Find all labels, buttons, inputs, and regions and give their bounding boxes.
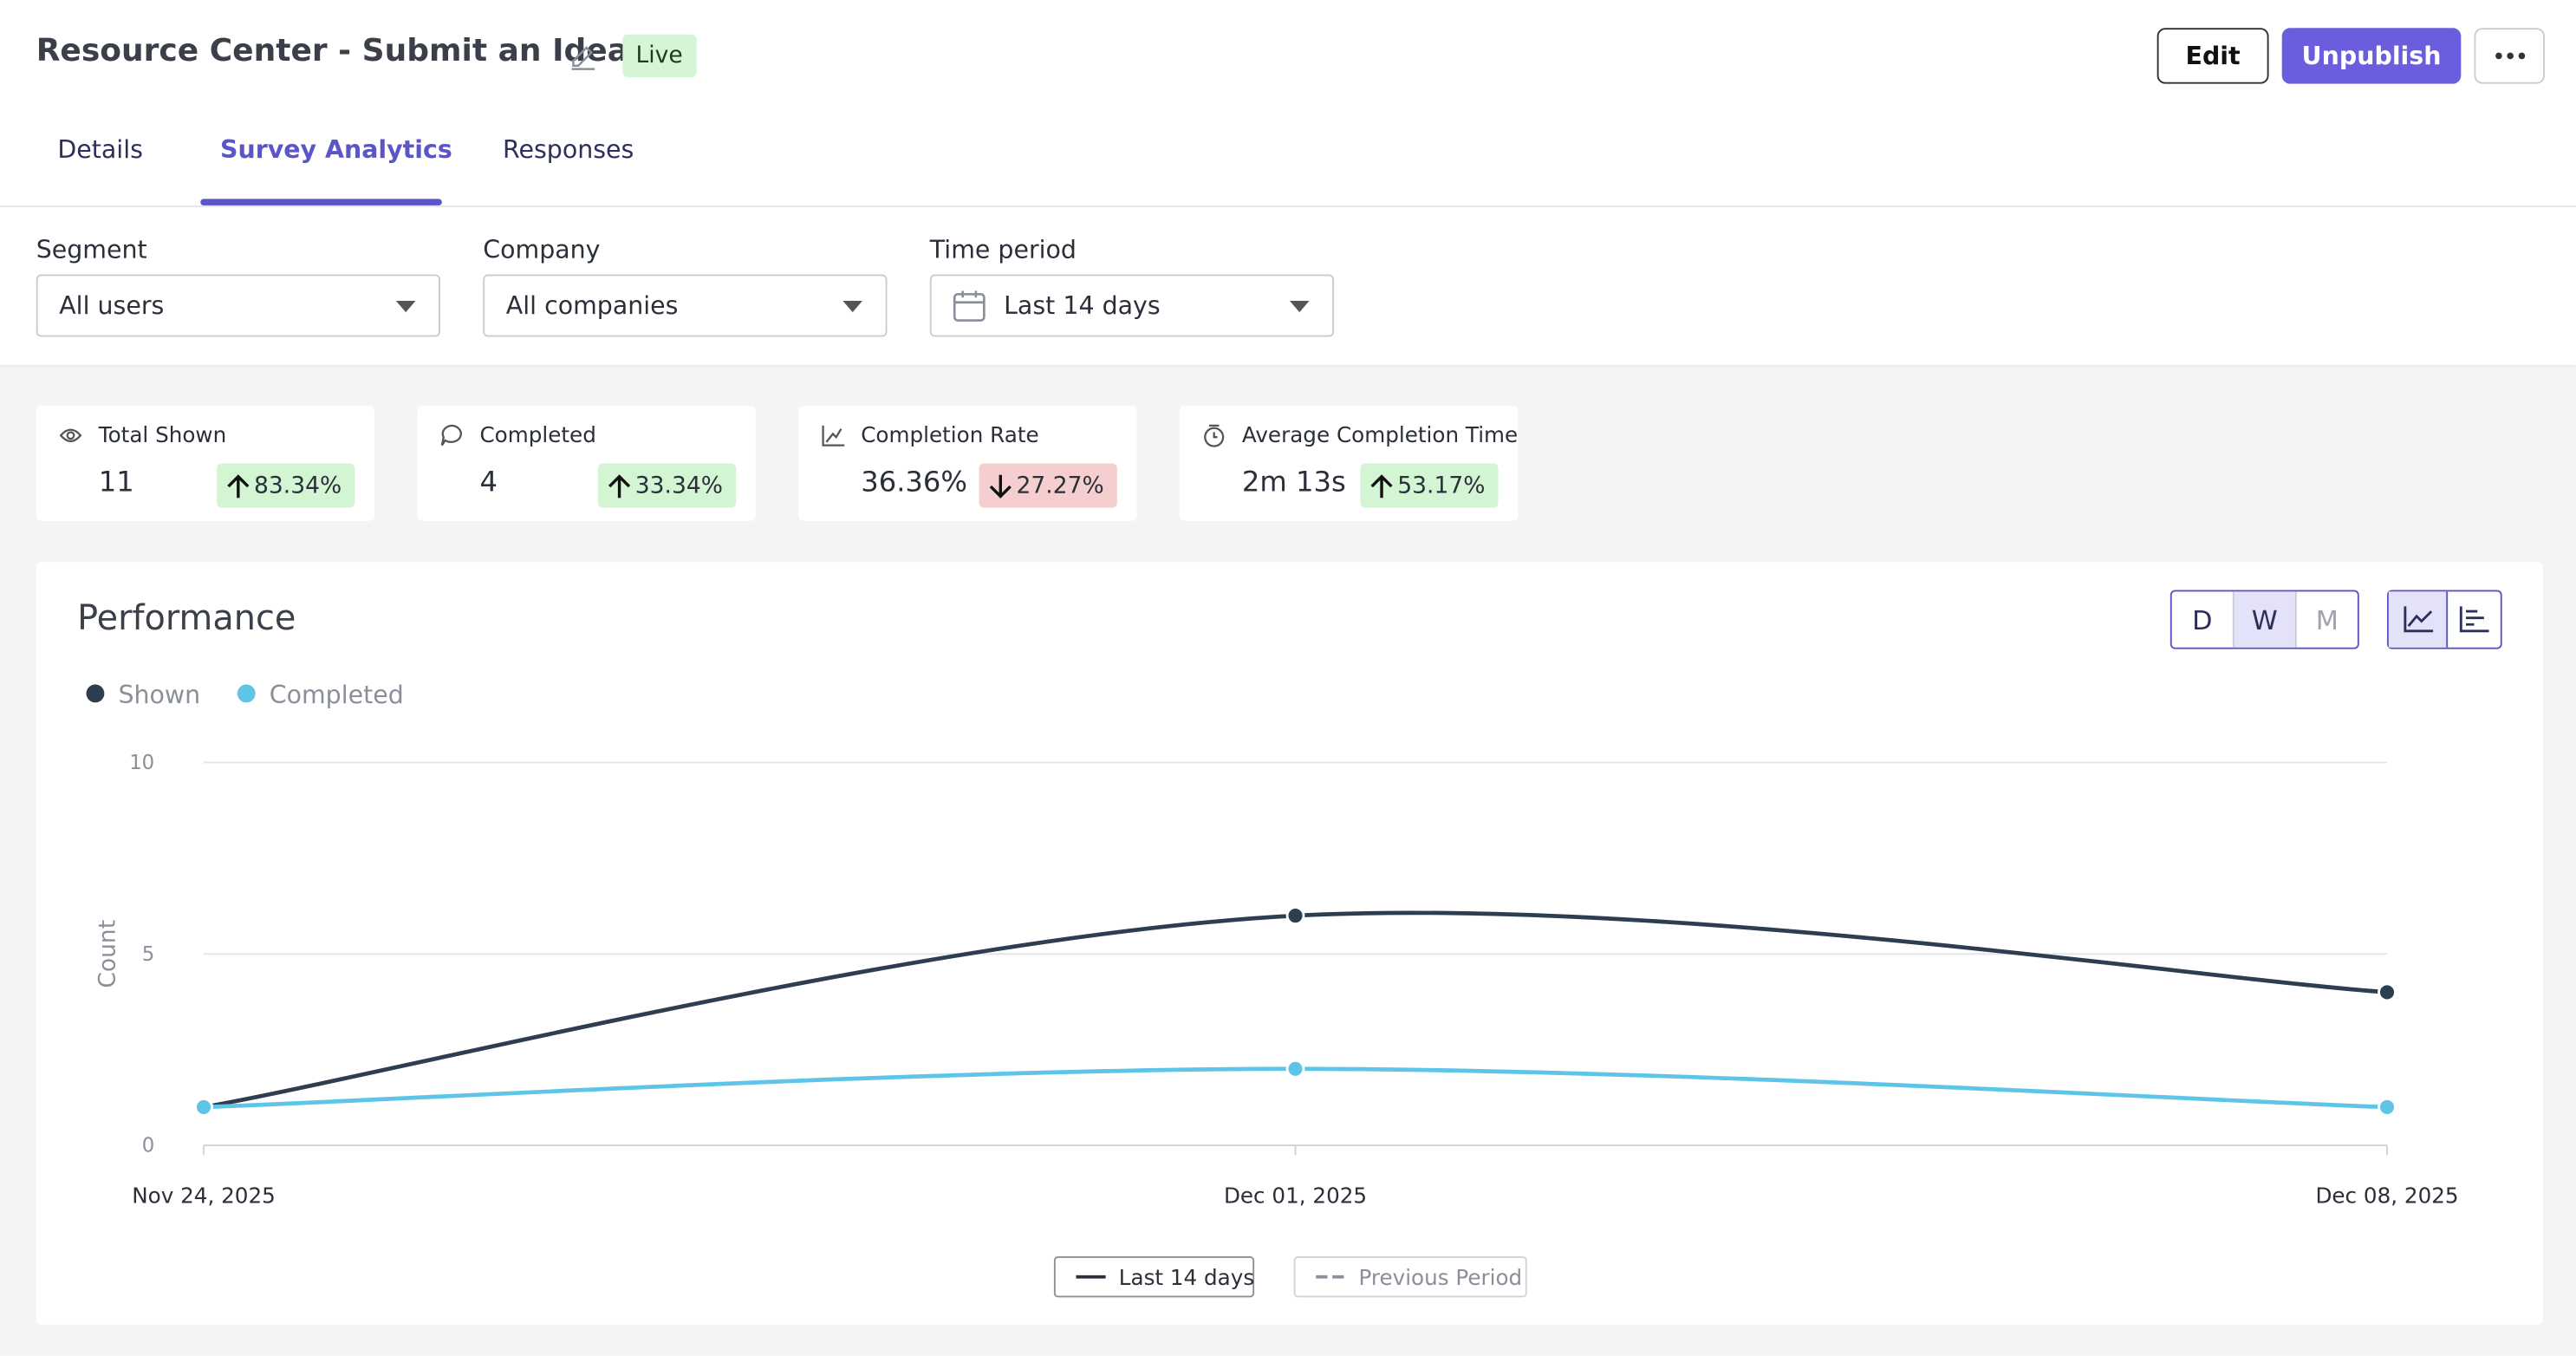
tab-indicator: [200, 199, 442, 205]
legend-dot: [86, 684, 105, 703]
y-tick-label: 5: [142, 943, 154, 966]
arrow-up: [608, 473, 630, 498]
dropdown-caret: [842, 300, 863, 313]
stat-card: Total Shown 11 83.34%: [36, 406, 375, 521]
dropdown-caret: [395, 300, 416, 313]
stat-label: Average Completion Time: [1241, 424, 1519, 449]
stat-change: 83.34%: [216, 463, 355, 508]
unpublish-button[interactable]: Unpublish: [2281, 28, 2462, 84]
filter-value: All users: [59, 290, 165, 321]
status-badge: Live: [622, 34, 696, 78]
more-icon: [2495, 52, 2525, 60]
data-point: [2378, 982, 2397, 1002]
stat-card: Average Completion Time 2m 13s 53.17%: [1179, 406, 1519, 521]
data-point: [1285, 906, 1305, 926]
filter-select[interactable]: All companies: [483, 274, 888, 337]
stat-change-value: 33.34%: [634, 472, 723, 499]
stat-icon: [440, 424, 462, 447]
more-button[interactable]: [2474, 28, 2545, 84]
bar-chart-button[interactable]: [2448, 591, 2501, 647]
filter-label: Company: [483, 235, 601, 265]
tab[interactable]: Details: [57, 134, 143, 165]
period-legend-label: Last 14 days: [1119, 1265, 1254, 1290]
data-point: [1285, 1059, 1305, 1079]
stat-card: Completed 4 33.34%: [417, 406, 756, 521]
arrow-up: [226, 473, 249, 498]
filter-value: Last 14 days: [1004, 290, 1161, 321]
filter-label: Time period: [929, 235, 1077, 265]
stat-change-value: 53.17%: [1397, 472, 1486, 499]
y-tick-label: 10: [129, 752, 154, 774]
tab[interactable]: Survey Analytics: [219, 134, 452, 165]
stat-value: 36.36%: [861, 466, 968, 500]
stat-icon: [822, 425, 845, 447]
y-tick-label: 0: [142, 1135, 154, 1157]
legend-dot: [237, 684, 256, 703]
stat-icon: [59, 428, 82, 443]
filter-select[interactable]: Last 14 days: [929, 274, 1335, 337]
stat-card: Completion Rate 36.36% 27.27%: [798, 406, 1137, 521]
x-tick-label: Nov 24, 2025: [132, 1183, 276, 1208]
x-tick-label: Dec 08, 2025: [2315, 1183, 2458, 1208]
chart-title: Performance: [77, 597, 296, 638]
stat-value: 4: [479, 466, 498, 500]
stat-icon: [1204, 424, 1225, 447]
period-legend-box: [1293, 1256, 1527, 1298]
granularity-button[interactable]: D: [2192, 603, 2213, 636]
chart-card: [36, 562, 2544, 1325]
edit-button[interactable]: Edit: [2156, 28, 2269, 84]
filter-label: Segment: [36, 235, 147, 265]
dropdown-caret: [1289, 300, 1310, 313]
stat-label: Total Shown: [98, 424, 227, 449]
period-legend-box: [1053, 1256, 1255, 1298]
data-point: [194, 1098, 213, 1117]
granularity-button[interactable]: W: [2232, 591, 2295, 648]
tab[interactable]: Responses: [502, 134, 634, 165]
stat-change: 53.17%: [1359, 463, 1499, 508]
tab-divider: [0, 205, 2576, 207]
stat-label: Completion Rate: [861, 424, 1039, 449]
page-title: Resource Center - Submit an Idea: [36, 32, 629, 69]
header-panel: [0, 0, 2576, 365]
chart-type-toggle: [2387, 590, 2502, 649]
stat-value: 2m 13s: [1241, 466, 1346, 500]
bar-icon: [2459, 606, 2489, 633]
period-legend-label: Previous Period: [1358, 1265, 1522, 1290]
filter-select[interactable]: All users: [36, 274, 440, 337]
x-tick-label: Dec 01, 2025: [1224, 1183, 1367, 1208]
edit-icon[interactable]: [569, 42, 598, 72]
stat-change-value: 27.27%: [1016, 472, 1104, 499]
line-icon: [2403, 606, 2433, 633]
legend-label: Shown: [118, 681, 200, 709]
filter-value: All companies: [505, 290, 679, 321]
stat-label: Completed: [479, 424, 596, 449]
line-chart-button[interactable]: [2388, 591, 2449, 648]
stat-change: 27.27%: [978, 463, 1117, 508]
granularity-button[interactable]: M: [2294, 591, 2358, 648]
stat-change-value: 83.34%: [254, 472, 342, 499]
arrow-down: [988, 473, 1012, 498]
stat-change: 33.34%: [597, 463, 737, 508]
calendar-icon: [953, 290, 986, 322]
legend-label: Completed: [270, 681, 404, 709]
arrow-up: [1369, 473, 1392, 498]
data-point: [2378, 1098, 2397, 1117]
stat-value: 11: [98, 466, 134, 500]
y-axis-label: Count: [94, 920, 121, 988]
